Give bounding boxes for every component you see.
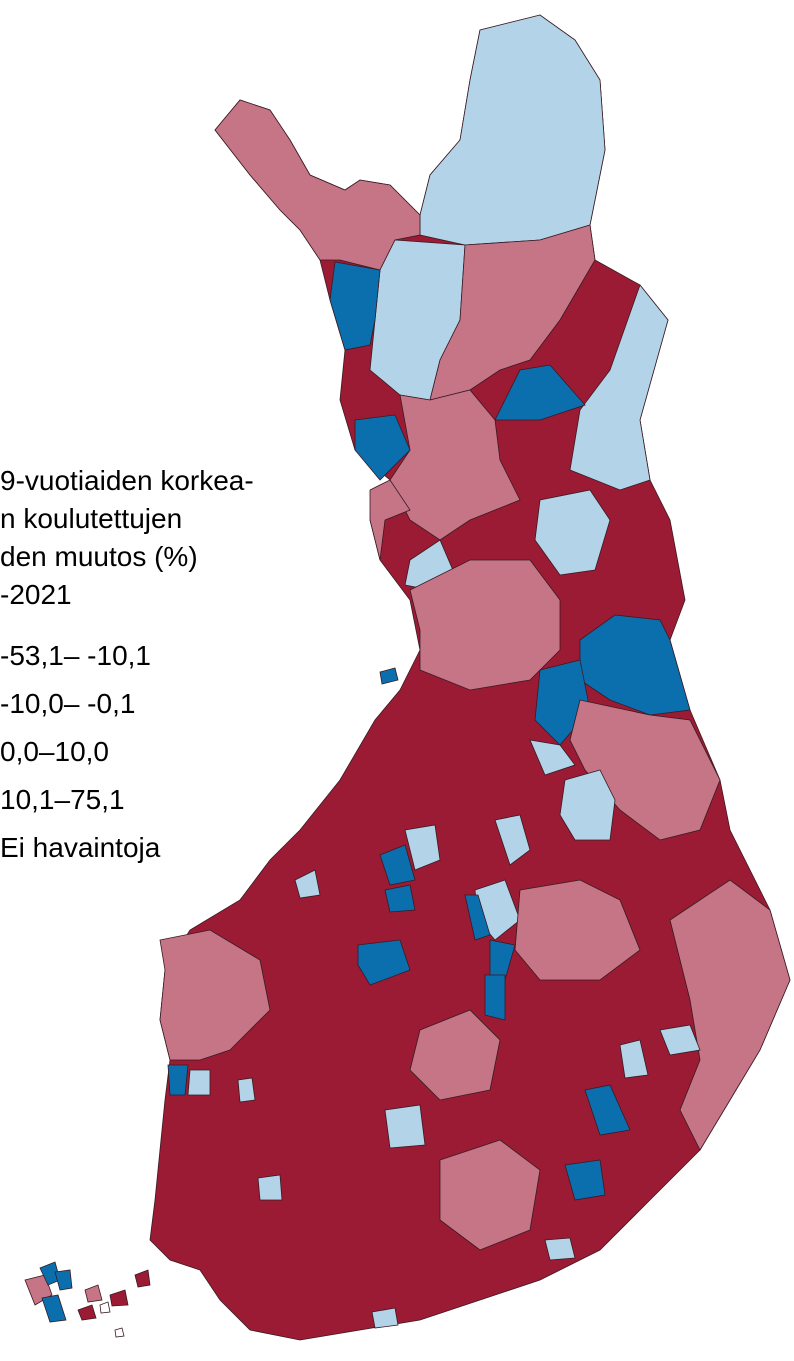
region <box>419 14 606 246</box>
region <box>409 1009 501 1101</box>
legend-label: -10,0– -0,1 <box>0 688 135 719</box>
region <box>484 974 506 1021</box>
region <box>187 1069 211 1096</box>
region <box>257 1174 283 1201</box>
legend-title: 9-vuotiaiden korkea- <box>0 465 254 496</box>
region <box>669 879 791 1151</box>
legend-title: den muutos (%) <box>0 541 198 572</box>
region <box>404 824 441 871</box>
region <box>384 1104 426 1149</box>
island <box>84 1284 103 1303</box>
legend-label: Ei havaintoja <box>0 832 161 863</box>
region <box>514 879 641 981</box>
region <box>159 929 271 1061</box>
island <box>99 1301 111 1314</box>
region <box>564 1159 606 1201</box>
region <box>429 224 596 401</box>
region <box>369 479 411 561</box>
region <box>569 699 721 841</box>
region <box>534 489 611 576</box>
legend-label: -53,1– -10,1 <box>0 640 151 671</box>
region <box>559 769 616 841</box>
island <box>77 1304 97 1321</box>
island <box>54 1269 73 1291</box>
region <box>569 284 669 491</box>
region <box>167 1064 189 1096</box>
legend: 9-vuotiaiden korkea-n koulutettujen den m… <box>0 465 254 863</box>
region <box>409 559 561 691</box>
region <box>371 1307 399 1329</box>
region <box>464 894 491 941</box>
region <box>529 739 576 776</box>
region <box>379 844 416 886</box>
legend-title: n koulutettujen <box>0 503 182 534</box>
region <box>357 939 411 986</box>
region <box>237 1077 256 1103</box>
island <box>379 667 399 685</box>
region <box>544 1237 576 1261</box>
island <box>109 1289 129 1307</box>
region <box>389 389 521 541</box>
region <box>354 414 411 481</box>
region <box>619 1039 649 1079</box>
island <box>41 1294 67 1323</box>
legend-label: 10,1–75,1 <box>0 784 125 815</box>
region <box>494 814 531 866</box>
legend-title: -2021 <box>0 579 72 610</box>
region <box>214 99 421 271</box>
region <box>384 884 416 913</box>
region <box>579 614 691 716</box>
region <box>584 1084 631 1136</box>
finland-map <box>24 14 791 1341</box>
region <box>494 364 586 421</box>
region <box>329 261 381 351</box>
region <box>439 1139 541 1251</box>
island <box>114 1327 125 1338</box>
legend-label: 0,0–10,0 <box>0 736 109 767</box>
region <box>294 869 321 899</box>
region <box>659 1024 701 1056</box>
island <box>134 1269 151 1288</box>
